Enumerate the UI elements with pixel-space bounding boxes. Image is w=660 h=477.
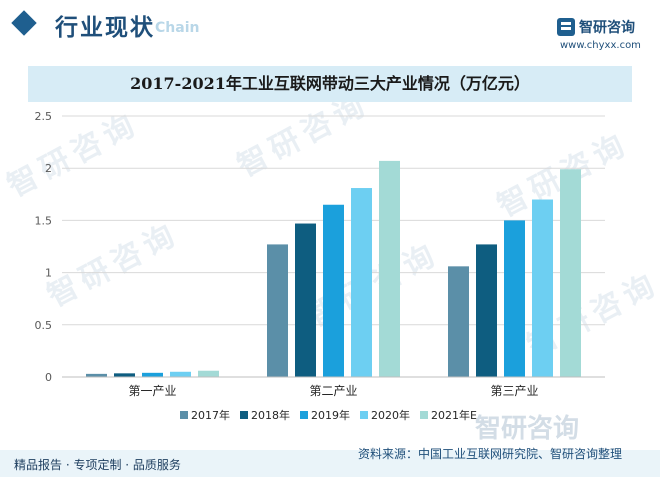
watermark-logo: 智研咨询 [475, 414, 580, 444]
bar [351, 188, 372, 377]
bar [448, 266, 469, 377]
bar [476, 244, 497, 377]
header: 行业现状 Chain 智研咨询 www.chyxx.com [0, 0, 660, 58]
legend-swatch [300, 411, 308, 419]
section-title: 行业现状 [55, 15, 155, 41]
logo-name: 智研咨询 [579, 20, 635, 36]
bar [295, 223, 316, 377]
x-tick-label: 第一产业 [128, 384, 176, 398]
bar [170, 371, 191, 377]
legend-label: 2018年 [251, 408, 290, 422]
section-subtitle: Chain [155, 20, 200, 36]
y-tick-label: 1.5 [35, 214, 53, 227]
y-tick-label: 2.5 [35, 110, 53, 123]
footer-bar [0, 450, 660, 477]
legend-swatch [420, 411, 428, 419]
legend-label: 2021年E [431, 408, 477, 422]
chart-title: 2017-2021年工业互联网带动三大产业情况（万亿元） [130, 74, 530, 93]
bar [323, 204, 344, 377]
legend-swatch [360, 411, 368, 419]
legend-label: 2020年 [371, 408, 410, 422]
legend-swatch [240, 411, 248, 419]
source-note: 资料来源：中国工业互联网研究院、智研咨询整理 [358, 447, 623, 461]
y-tick-label: 1 [45, 267, 52, 280]
logo-icon [557, 18, 575, 36]
bar [379, 160, 400, 377]
legend-label: 2017年 [191, 408, 230, 422]
bar [504, 220, 525, 377]
x-tick-label: 第二产业 [309, 384, 357, 398]
legend-label: 2019年 [311, 408, 350, 422]
bar [560, 169, 581, 377]
y-tick-label: 0.5 [35, 319, 53, 332]
y-tick-label: 0 [45, 371, 52, 384]
bar [267, 244, 288, 377]
legend-swatch [180, 411, 188, 419]
x-tick-label: 第三产业 [490, 384, 538, 398]
bar [142, 372, 163, 377]
y-tick-label: 2 [45, 162, 52, 175]
bar [114, 373, 135, 377]
bar [198, 370, 219, 377]
bar [86, 373, 107, 377]
footer-tagline: 精品报告 · 专项定制 · 品质服务 [14, 458, 181, 472]
logo-url: www.chyxx.com [560, 40, 641, 51]
chart-title-bar: 2017-2021年工业互联网带动三大产业情况（万亿元） [28, 66, 632, 102]
bar [532, 199, 553, 377]
